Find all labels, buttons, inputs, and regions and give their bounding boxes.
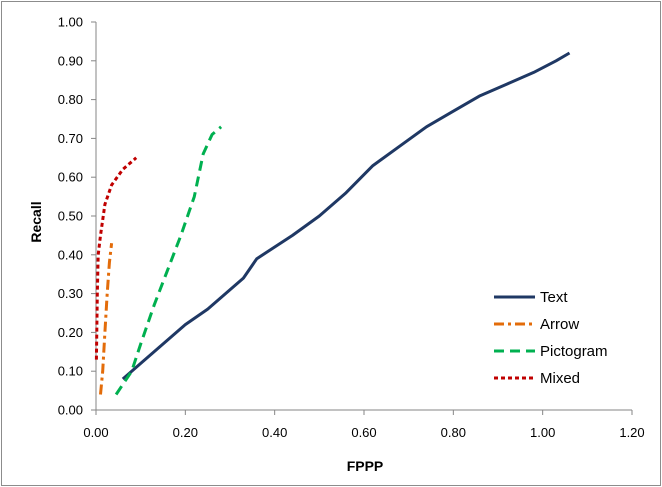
x-tick-label: 0.60 <box>351 425 376 440</box>
y-tick-label: 0.00 <box>58 403 83 418</box>
series-lines <box>94 51 571 396</box>
x-axis-label: FPPP <box>347 458 384 474</box>
legend-label-arrow: Arrow <box>540 316 579 333</box>
series-line-mixed <box>94 156 138 360</box>
y-tick-label: 0.10 <box>58 364 83 379</box>
y-tick-label: 1.00 <box>58 15 83 30</box>
y-tick-label: 0.30 <box>58 286 83 301</box>
x-tick-label: 1.20 <box>619 425 644 440</box>
x-tick-label: 0.40 <box>262 425 287 440</box>
series-line-arrow <box>99 243 114 395</box>
y-axis-label: Recall <box>28 201 44 242</box>
y-tick-label: 0.70 <box>58 131 83 146</box>
y-tick-label: 0.80 <box>58 92 83 107</box>
x-tick-label: 0.80 <box>441 425 466 440</box>
legend-label-mixed: Mixed <box>540 370 580 387</box>
legend-label-text: Text <box>540 289 568 306</box>
legend-label-pictogram: Pictogram <box>540 343 608 360</box>
series-line-text <box>121 51 571 381</box>
y-tick-label: 0.60 <box>58 170 83 185</box>
y-tick-label: 0.50 <box>58 209 83 224</box>
x-tick-label: 1.00 <box>530 425 555 440</box>
series-line-pictogram <box>114 125 223 396</box>
y-tick-label: 0.90 <box>58 53 83 68</box>
x-tick-label: 0.20 <box>173 425 198 440</box>
legend: Text Arrow Pictogram Mixed <box>494 289 608 387</box>
y-tick-label: 0.40 <box>58 247 83 262</box>
y-tick-label: 0.20 <box>58 325 83 340</box>
x-tick-label: 0.00 <box>83 425 108 440</box>
